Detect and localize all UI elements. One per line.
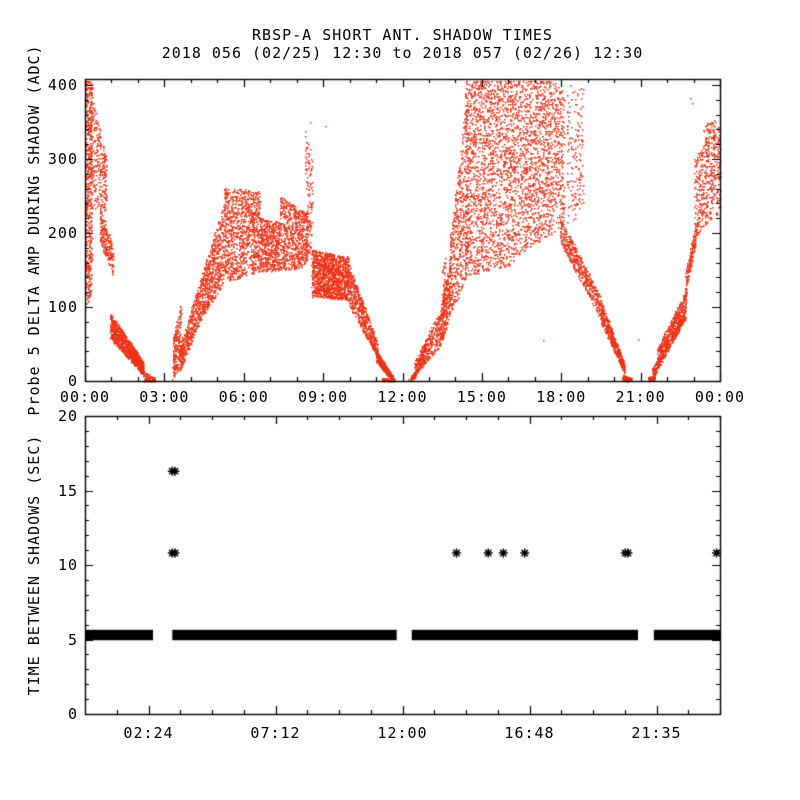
y-tick-label: 0 — [67, 705, 78, 723]
x-tick-label: 00:00 — [694, 388, 746, 406]
x-tick-label: 12:00 — [377, 724, 428, 742]
x-tick-label: 00:00 — [59, 388, 111, 406]
x-tick-label: 18:00 — [536, 388, 587, 406]
x-tick-label: 09:00 — [298, 388, 349, 406]
x-tick-label: 07:12 — [250, 724, 301, 742]
y-tick-label: 300 — [47, 150, 78, 168]
y-tick-label: 100 — [47, 298, 78, 316]
y-tick-label: 0 — [67, 372, 78, 390]
x-tick-label: 12:00 — [377, 388, 428, 406]
x-tick-label: 06:00 — [218, 388, 269, 406]
x-tick-label: 15:00 — [456, 388, 507, 406]
x-tick-label: 21:00 — [615, 388, 666, 406]
x-tick-label: 02:24 — [123, 724, 174, 742]
chart-title: RBSP-A SHORT ANT. SHADOW TIMES — [252, 26, 553, 44]
y-tick-label: 10 — [57, 556, 78, 574]
x-tick-label: 21:35 — [631, 724, 682, 742]
y-tick-label: 200 — [47, 224, 78, 242]
chart-subtitle: 2018 056 (02/25) 12:30 to 2018 057 (02/2… — [161, 44, 644, 62]
y-tick-label: 20 — [57, 407, 78, 425]
y-tick-label: 400 — [47, 76, 78, 94]
x-tick-label: 03:00 — [139, 388, 190, 406]
y-tick-label: 15 — [57, 481, 78, 500]
y-tick-label: 5 — [67, 630, 78, 649]
x-tick-label: 16:48 — [504, 724, 555, 742]
